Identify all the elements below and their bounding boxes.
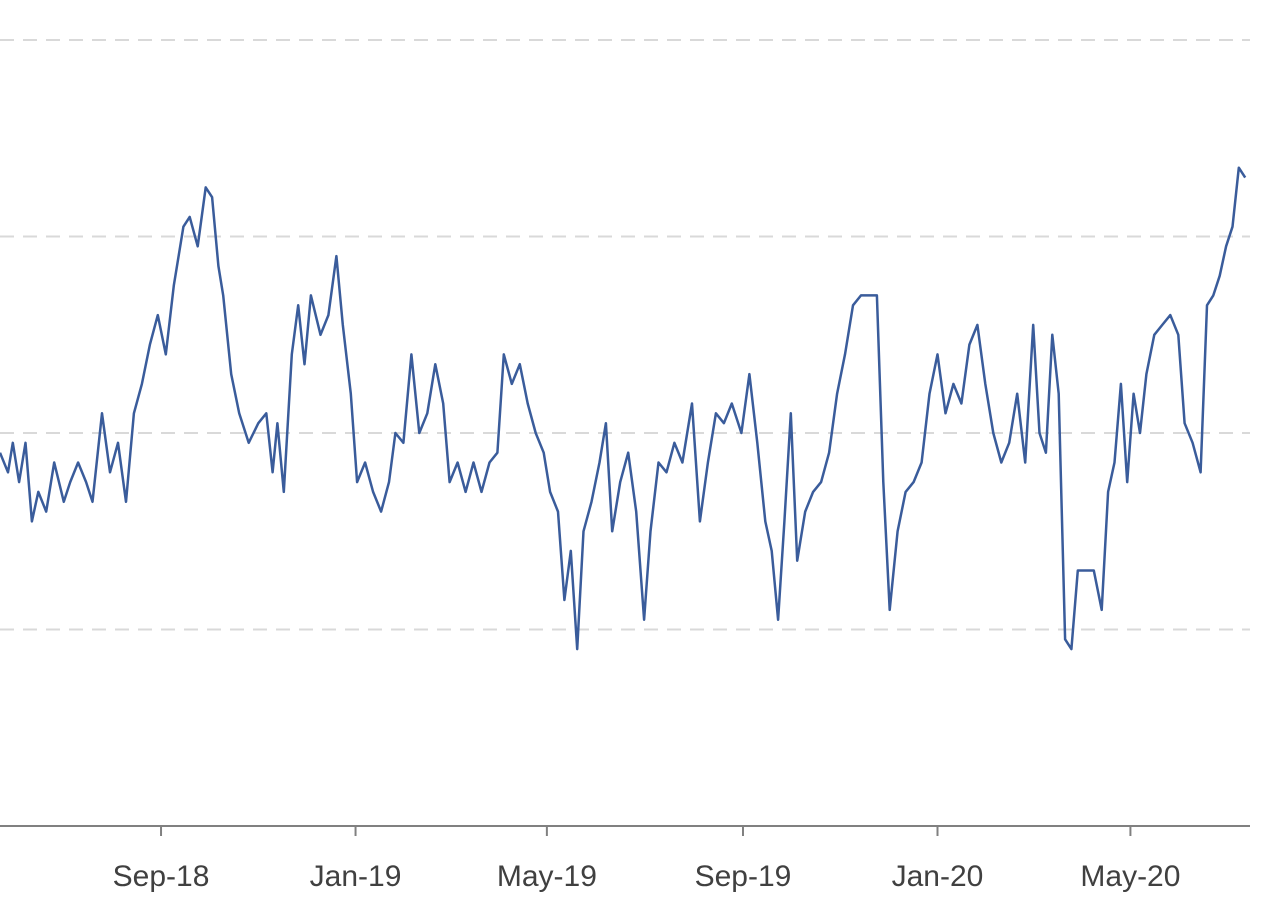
x-tick-label: Jan-20: [892, 860, 984, 893]
x-tick-label: May-20: [1080, 860, 1180, 893]
series-line: [0, 166, 1247, 651]
x-tick-label: Sep-18: [113, 860, 210, 893]
x-tick-label: Jan-19: [310, 860, 402, 893]
series: [0, 166, 1247, 651]
x-tick-label: Sep-19: [695, 860, 792, 893]
x-axis-ticks: Sep-18 Jan-19 May-19 Sep-19 Jan-20 May-20: [113, 826, 1180, 893]
x-tick-label: May-19: [497, 860, 597, 893]
gridlines: [0, 39, 1250, 631]
